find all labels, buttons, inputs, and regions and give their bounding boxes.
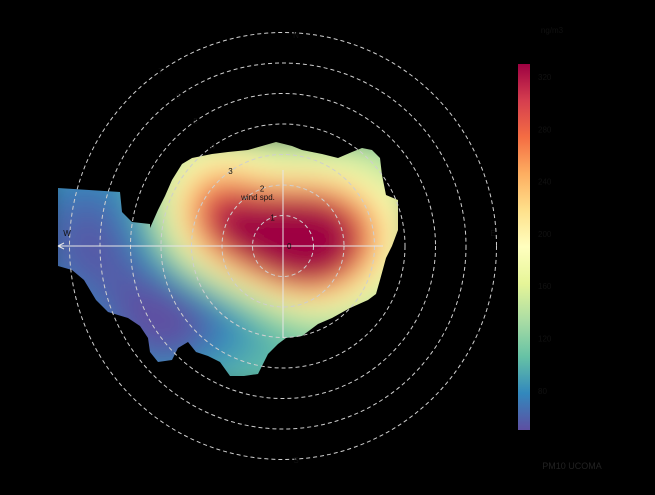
wind-speed-ring-label: 4: [211, 142, 216, 151]
direction-east-label: E: [490, 229, 495, 238]
colorbar-ticks: 80 120 160 200 240 280 320: [538, 73, 552, 396]
direction-west-label: W: [63, 229, 71, 238]
wind-speed-ring-labels: 1 2 3 4 5 6 7: [158, 67, 275, 222]
direction-north-label: N: [293, 31, 299, 40]
direction-south-label: S: [293, 456, 298, 465]
wind-speed-ring-label: 7: [158, 67, 163, 76]
colorbar-tick-label: 120: [538, 335, 552, 344]
wind-speed-ring-label: 1: [270, 213, 275, 222]
colorbar: 80 120 160 200 240 280 320: [518, 64, 552, 430]
wind-speed-ring: [69, 32, 497, 460]
colorbar-tick-label: 160: [538, 282, 552, 291]
colorbar-rect: [518, 64, 530, 430]
colorbar-tick-label: 80: [538, 387, 547, 396]
colorbar-tick-label: 320: [538, 73, 552, 82]
wind-speed-ring: [160, 123, 406, 369]
west-arrow-icon: [57, 242, 65, 250]
wind-speed-ring-label: 2: [260, 185, 265, 194]
colorbar-units-label: ng/m3: [541, 26, 564, 35]
wind-speed-ring-label: 3: [228, 167, 233, 176]
wind-speed-axis-label: wind spd.: [240, 193, 275, 202]
colorbar-tick-label: 240: [538, 178, 552, 187]
wind-speed-ring-label: 5: [193, 117, 198, 126]
pollutant-caption: PM10 UCOMA: [542, 461, 602, 471]
colorbar-tick-label: 280: [538, 125, 552, 134]
center-label: 0: [287, 242, 292, 251]
wind-speed-ring-label: 6: [176, 92, 181, 101]
colorbar-tick-label: 200: [538, 230, 552, 239]
